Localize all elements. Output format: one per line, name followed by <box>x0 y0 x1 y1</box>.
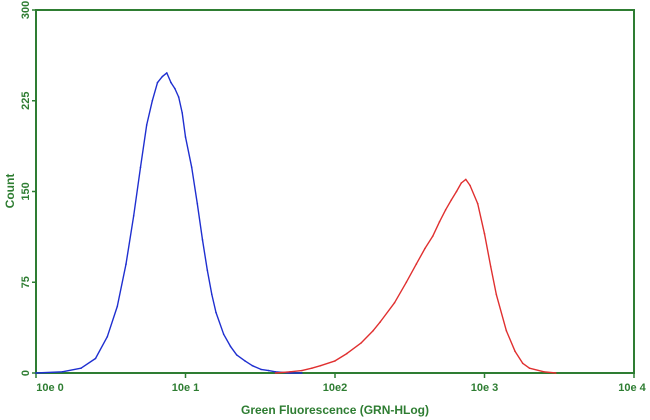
data-point <box>177 96 180 98</box>
data-point <box>151 100 154 102</box>
y-axis-ticks: 0 75 150 225 300 <box>20 1 36 376</box>
data-point <box>61 371 64 373</box>
data-point <box>156 81 159 84</box>
x-tick-label: 10e 0 <box>36 382 64 394</box>
data-point <box>274 371 277 373</box>
data-point <box>379 321 381 324</box>
data-point <box>184 136 187 138</box>
data-point <box>405 281 408 284</box>
data-point <box>267 369 270 372</box>
data-point <box>222 333 225 336</box>
data-point <box>116 305 119 308</box>
series-layer <box>35 72 557 374</box>
data-point <box>431 235 434 238</box>
y-tick-label: 300 <box>20 1 32 19</box>
data-point <box>450 199 453 201</box>
data-point <box>505 329 508 332</box>
data-point <box>106 335 109 338</box>
data-point <box>455 190 458 193</box>
data-point <box>166 72 168 74</box>
data-point <box>489 265 492 268</box>
series-line-1 <box>275 178 556 374</box>
data-point <box>334 360 336 362</box>
data-point <box>543 371 545 373</box>
data-point <box>125 263 127 265</box>
data-point <box>229 345 232 348</box>
data-point <box>360 342 363 344</box>
data-point <box>235 354 238 356</box>
data-point <box>465 178 467 181</box>
data-point <box>139 166 142 169</box>
data-point <box>319 364 322 367</box>
data-point <box>346 352 348 355</box>
data-point <box>476 202 479 205</box>
data-point <box>211 293 213 296</box>
data-point <box>145 124 148 126</box>
data-point <box>469 184 471 187</box>
data-point <box>181 112 183 114</box>
data-point <box>311 367 313 370</box>
data-point <box>201 239 204 241</box>
data-point <box>555 372 557 374</box>
y-tick-label: 150 <box>20 182 32 200</box>
data-point <box>528 367 531 370</box>
data-point <box>301 369 303 372</box>
x-tick-label: 10e 1 <box>172 382 200 394</box>
y-axis-title: Count <box>3 174 17 209</box>
data-point <box>372 329 375 332</box>
x-axis-title: Green Fluorescence (GRN-HLog) <box>241 403 429 417</box>
data-point <box>215 311 217 314</box>
data-point <box>196 202 199 205</box>
plot-area <box>35 9 635 374</box>
data-point <box>161 75 164 78</box>
data-point <box>289 371 291 373</box>
data-point <box>251 364 254 367</box>
data-point <box>521 362 524 365</box>
data-point <box>35 372 37 374</box>
x-axis-ticks: 10e 0 10e 1 10e2 10e 3 10e 4 <box>35 373 647 394</box>
x-tick-label: 10e2 <box>323 382 347 394</box>
data-point <box>244 360 246 362</box>
y-tick-label: 225 <box>20 92 32 110</box>
data-point <box>260 368 262 371</box>
data-point <box>483 233 486 235</box>
x-tick-label: 10e 3 <box>471 382 499 394</box>
data-point <box>289 372 291 374</box>
data-point <box>94 357 97 360</box>
data-point <box>80 367 82 370</box>
data-point <box>190 166 193 169</box>
data-point <box>415 263 418 265</box>
data-point <box>393 302 396 304</box>
data-point <box>274 372 277 374</box>
data-point <box>514 350 516 353</box>
data-point <box>132 214 135 217</box>
data-point <box>301 372 303 374</box>
data-point <box>495 293 498 296</box>
data-point <box>174 87 176 90</box>
data-point <box>444 208 447 211</box>
y-tick-label: 75 <box>20 276 32 288</box>
data-point <box>170 81 172 84</box>
y-tick-label: 0 <box>20 370 32 376</box>
data-point <box>438 221 441 223</box>
x-tick-label: 10e 4 <box>618 382 646 394</box>
data-point <box>460 182 463 184</box>
data-point <box>206 269 209 271</box>
data-point <box>424 247 426 250</box>
